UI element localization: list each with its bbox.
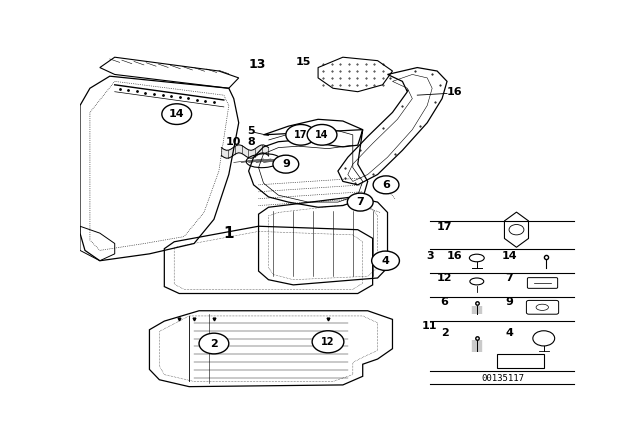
Text: 15: 15 xyxy=(295,57,310,67)
Text: 2: 2 xyxy=(441,328,449,338)
Text: 8: 8 xyxy=(247,137,255,147)
Circle shape xyxy=(199,333,229,354)
Text: 17: 17 xyxy=(294,130,307,140)
Text: 14: 14 xyxy=(316,130,329,140)
Text: 13: 13 xyxy=(249,58,266,71)
Text: 17: 17 xyxy=(437,222,452,232)
Text: 1: 1 xyxy=(223,226,234,241)
Text: 5: 5 xyxy=(247,126,255,136)
Circle shape xyxy=(307,125,337,145)
Text: 11: 11 xyxy=(422,321,437,331)
Text: 7: 7 xyxy=(505,273,513,283)
Text: 12: 12 xyxy=(321,337,335,347)
Text: 2: 2 xyxy=(210,339,218,349)
Text: 10: 10 xyxy=(226,137,241,147)
Text: 14: 14 xyxy=(501,250,517,261)
Circle shape xyxy=(286,125,316,145)
Text: 6: 6 xyxy=(440,297,449,307)
Circle shape xyxy=(273,155,299,173)
Text: 6: 6 xyxy=(382,180,390,190)
Circle shape xyxy=(162,104,191,125)
Text: 7: 7 xyxy=(356,197,364,207)
Circle shape xyxy=(372,251,399,271)
Text: 9: 9 xyxy=(282,159,290,169)
Text: 00135117: 00135117 xyxy=(481,374,524,383)
FancyBboxPatch shape xyxy=(497,354,544,368)
Text: 16: 16 xyxy=(447,87,462,97)
Text: 16: 16 xyxy=(447,250,462,261)
Circle shape xyxy=(348,193,373,211)
Text: 4: 4 xyxy=(505,328,513,338)
Text: 4: 4 xyxy=(381,256,390,266)
Text: 3: 3 xyxy=(426,250,433,261)
Circle shape xyxy=(373,176,399,194)
Text: 14: 14 xyxy=(169,109,184,119)
Text: 12: 12 xyxy=(437,273,452,283)
Text: 9: 9 xyxy=(505,297,513,307)
Circle shape xyxy=(312,331,344,353)
